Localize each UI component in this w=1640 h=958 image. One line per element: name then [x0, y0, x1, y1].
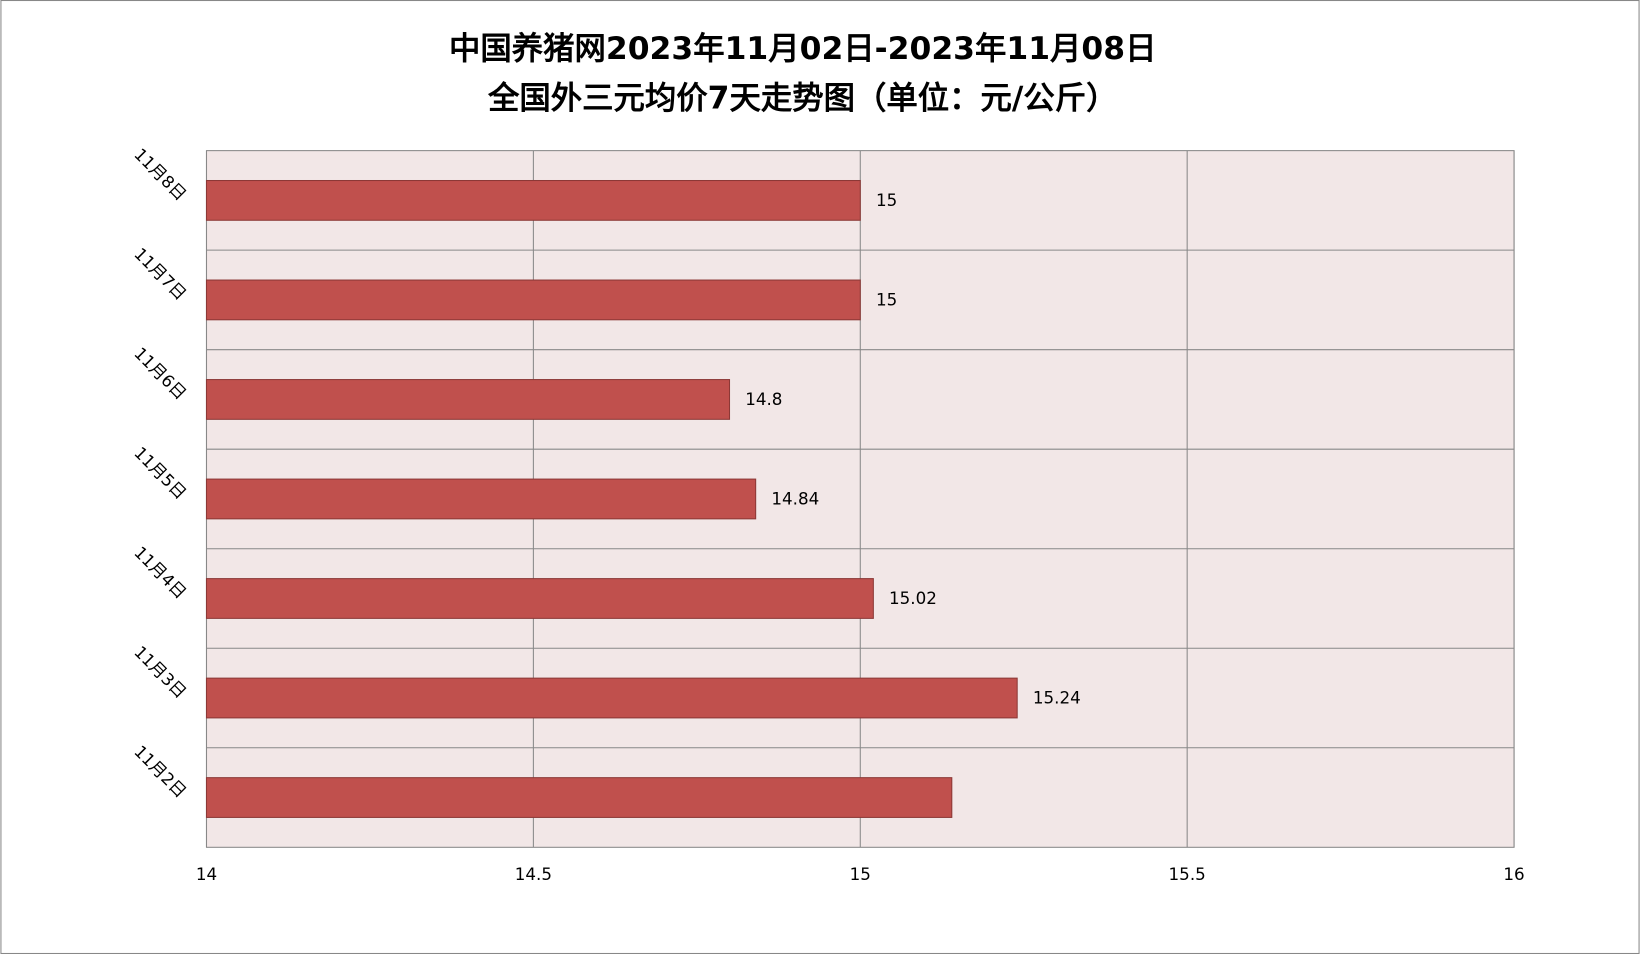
x-tick-label: 14.5	[515, 864, 552, 884]
chart-title: 中国养猪网2023年11月02日-2023年11月08日	[449, 31, 1156, 67]
bar	[205, 179, 861, 221]
chart-subtitle: 全国外三元均价7天走势图（单位：元/公斤）	[487, 79, 1117, 116]
bar	[205, 777, 953, 818]
bar	[205, 279, 861, 321]
x-tick-label: 15	[850, 864, 871, 884]
data-label: 15.24	[1033, 688, 1081, 708]
data-label: 14.84	[771, 489, 819, 509]
data-label: 15.02	[889, 588, 937, 608]
data-label: 14.8	[745, 389, 782, 409]
data-label: 15	[876, 190, 897, 210]
bar	[205, 578, 874, 619]
bar	[205, 478, 757, 520]
x-tick-label: 15.5	[1169, 864, 1206, 884]
data-label: 15	[876, 289, 897, 309]
bar	[205, 677, 1018, 719]
bar	[205, 379, 731, 420]
x-tick-label: 14	[196, 864, 217, 884]
x-tick-label: 16	[1503, 864, 1524, 884]
